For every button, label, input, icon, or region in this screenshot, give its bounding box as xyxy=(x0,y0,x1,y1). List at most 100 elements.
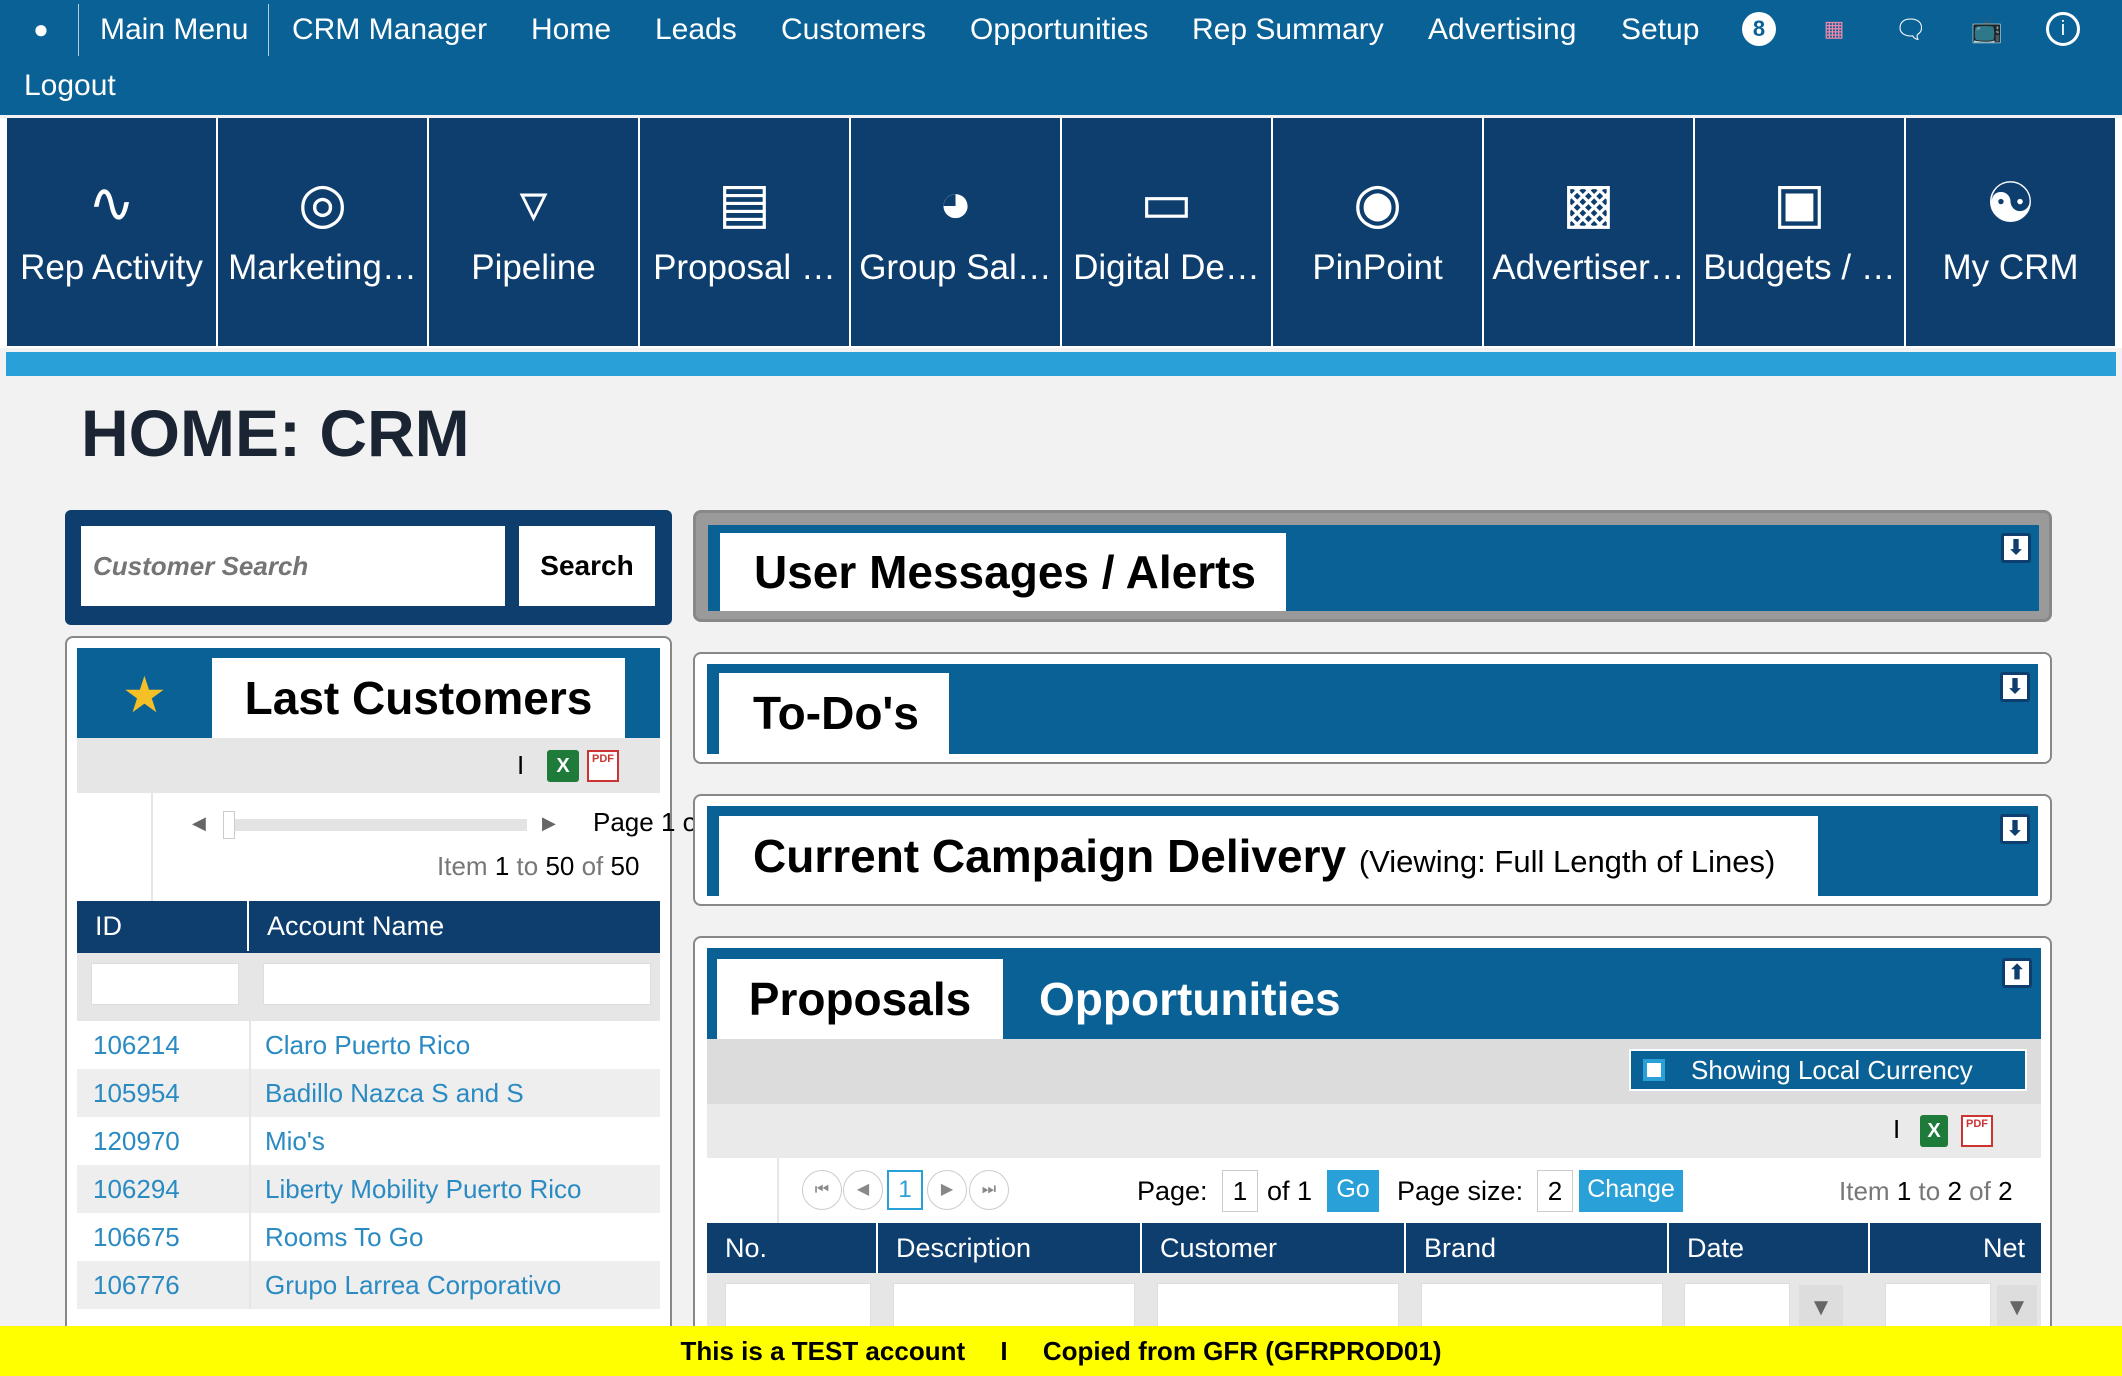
customer-list: 106214 Claro Puerto Rico 105954 Badillo Naz… xyxy=(77,1021,660,1351)
tile-rep-activity[interactable]: ∿ Rep Activity xyxy=(7,118,216,346)
separator: I xyxy=(1000,1336,1008,1366)
id-filter-input[interactable] xyxy=(91,963,239,1005)
last-page-button[interactable]: ⏭ xyxy=(969,1170,1009,1210)
tv-icon[interactable]: 📺 xyxy=(1970,14,2004,44)
net-filter-icon[interactable]: ▼ xyxy=(1997,1285,2037,1331)
excel-export-icon[interactable]: X xyxy=(547,750,579,782)
column-id[interactable]: ID xyxy=(77,901,249,951)
slider-right-arrow[interactable]: ▶ xyxy=(542,813,556,833)
net-filter-input[interactable] xyxy=(1885,1283,1991,1333)
prev-page-button[interactable]: ◀ xyxy=(843,1170,883,1210)
tile-pipeline[interactable]: ▿ Pipeline xyxy=(429,118,638,346)
slider-handle[interactable] xyxy=(223,811,235,839)
table-header: No. Description Customer Brand Date Net xyxy=(707,1223,2041,1273)
slider-left-arrow[interactable]: ◀ xyxy=(192,813,206,833)
customer-id-link[interactable]: 106675 xyxy=(93,1222,180,1252)
column-date[interactable]: Date xyxy=(1669,1223,1870,1273)
search-button[interactable]: Search xyxy=(519,526,655,606)
tile-digital-de[interactable]: ▭ Digital De… xyxy=(1062,118,1271,346)
first-page-button[interactable]: ⏮ xyxy=(802,1170,842,1210)
account-name-link[interactable]: Rooms To Go xyxy=(265,1222,424,1252)
column-no[interactable]: No. xyxy=(707,1223,878,1273)
account-name-link[interactable]: Badillo Nazca S and S xyxy=(265,1078,524,1108)
account-name-filter-input[interactable] xyxy=(263,963,651,1005)
expand-icon[interactable]: ⬇ xyxy=(2001,533,2031,563)
date-filter-icon[interactable]: ▼ xyxy=(1799,1285,1843,1331)
column-description[interactable]: Description xyxy=(878,1223,1142,1273)
nav-crm-manager[interactable]: CRM Manager xyxy=(292,13,488,46)
user-icon[interactable]: ● xyxy=(33,14,49,44)
tile-budgets[interactable]: ▣ Budgets / … xyxy=(1695,118,1904,346)
page-label: Page: xyxy=(1137,1176,1208,1206)
customer-search-input[interactable] xyxy=(81,526,505,606)
customer-id-link[interactable]: 106294 xyxy=(93,1174,180,1204)
nav-rep-summary[interactable]: Rep Summary xyxy=(1192,13,1384,46)
tile-group-sal[interactable]: ◕ Group Sal… xyxy=(851,118,1060,346)
column-net[interactable]: Net xyxy=(1982,1233,2025,1263)
page-slider[interactable] xyxy=(227,819,527,831)
customer-id-link[interactable]: 105954 xyxy=(93,1078,180,1108)
panel-header: Proposals Opportunities ⬆ xyxy=(707,948,2041,1039)
apps-grid-icon[interactable]: ▦ xyxy=(1823,16,1845,41)
page-size-label: Page size: xyxy=(1397,1176,1524,1206)
tab-opportunities[interactable]: Opportunities xyxy=(1039,973,1341,1025)
tile-my-crm[interactable]: ☯ My CRM xyxy=(1906,118,2115,346)
table-row[interactable]: 105954 Badillo Nazca S and S xyxy=(77,1069,660,1117)
go-button[interactable]: Go xyxy=(1327,1170,1379,1212)
pdf-export-icon[interactable]: PDF xyxy=(587,750,619,782)
nav-main-menu[interactable]: Main Menu xyxy=(100,13,249,46)
table-row[interactable]: 106776 Grupo Larrea Corporativo xyxy=(77,1261,660,1309)
nav-logout[interactable]: Logout xyxy=(24,69,116,102)
tile-advertiser[interactable]: ▩ Advertiser… xyxy=(1484,118,1693,346)
account-name-link[interactable]: Liberty Mobility Puerto Rico xyxy=(265,1174,582,1204)
change-button[interactable]: Change xyxy=(1579,1170,1683,1212)
nav-home[interactable]: Home xyxy=(531,13,612,46)
account-name-link[interactable]: Claro Puerto Rico xyxy=(265,1030,471,1060)
customer-id-link[interactable]: 106214 xyxy=(93,1030,180,1060)
info-icon[interactable]: i xyxy=(2046,12,2080,46)
page-input[interactable]: 1 xyxy=(1222,1170,1258,1212)
excel-export-icon[interactable]: X xyxy=(1920,1115,1948,1147)
divider xyxy=(268,4,269,56)
nav-leads[interactable]: Leads xyxy=(655,13,737,46)
local-currency-toggle[interactable]: Showing Local Currency xyxy=(1629,1049,2027,1091)
accent-bar xyxy=(6,352,2116,376)
tab-proposals[interactable]: Proposals xyxy=(717,959,1003,1039)
next-page-button[interactable]: ▶ xyxy=(927,1170,967,1210)
description-filter-input[interactable] xyxy=(893,1283,1135,1333)
account-name-link[interactable]: Grupo Larrea Corporativo xyxy=(265,1270,562,1300)
tile-pinpoint[interactable]: ◉ PinPoint xyxy=(1273,118,1482,346)
collapse-icon[interactable]: ⬆ xyxy=(2002,958,2032,988)
customer-filter-input[interactable] xyxy=(1157,1283,1399,1333)
column-customer[interactable]: Customer xyxy=(1142,1223,1406,1273)
nav-setup[interactable]: Setup xyxy=(1621,13,1700,46)
current-page-button[interactable]: 1 xyxy=(887,1170,923,1210)
table-row[interactable]: 106294 Liberty Mobility Puerto Rico xyxy=(77,1165,660,1213)
target-arrow-icon: ◎ xyxy=(298,171,347,234)
weightlifter-icon: ☯ xyxy=(1985,171,2036,234)
column-brand[interactable]: Brand xyxy=(1406,1223,1669,1273)
no-filter-input[interactable] xyxy=(725,1283,871,1333)
column-account-name[interactable]: Account Name xyxy=(267,911,445,941)
checkbox-icon[interactable] xyxy=(1643,1059,1665,1081)
table-row[interactable]: 120970 Mio's xyxy=(77,1117,660,1165)
chat-icon[interactable]: 🗨 xyxy=(1894,14,1928,44)
todos-panel: To-Do's ⬇ xyxy=(693,652,2052,764)
expand-icon[interactable]: ⬇ xyxy=(2000,814,2030,844)
table-row[interactable]: 106675 Rooms To Go xyxy=(77,1213,660,1261)
tile-proposal[interactable]: ▤ Proposal … xyxy=(640,118,849,346)
page-size-input[interactable]: 2 xyxy=(1537,1170,1573,1212)
nav-opportunities[interactable]: Opportunities xyxy=(970,13,1149,46)
campaign-delivery-panel: Current Campaign Delivery (Viewing: Full… xyxy=(693,794,2052,906)
nav-customers[interactable]: Customers xyxy=(781,13,927,46)
pdf-export-icon[interactable]: PDF xyxy=(1961,1115,1993,1147)
customer-id-link[interactable]: 106776 xyxy=(93,1270,180,1300)
tile-marketing[interactable]: ◎ Marketing… xyxy=(218,118,427,346)
expand-icon[interactable]: ⬇ xyxy=(2000,672,2030,702)
notification-badge[interactable]: 8 xyxy=(1742,12,1776,46)
nav-advertising[interactable]: Advertising xyxy=(1428,13,1577,46)
table-row[interactable]: 106214 Claro Puerto Rico xyxy=(77,1021,660,1069)
account-name-link[interactable]: Mio's xyxy=(265,1126,325,1156)
date-filter-input[interactable] xyxy=(1684,1283,1790,1333)
customer-id-link[interactable]: 120970 xyxy=(93,1126,180,1156)
